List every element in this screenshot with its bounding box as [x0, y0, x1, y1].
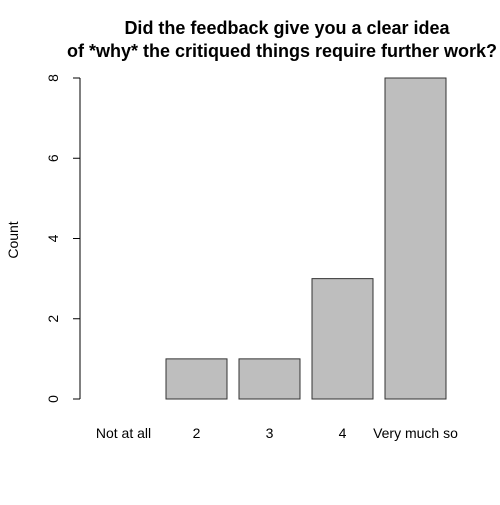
x-axis-labels: Not at all 2 3 4 Very much so	[96, 425, 458, 441]
y-tick-label: 4	[45, 234, 61, 242]
x-category-label: Not at all	[96, 425, 151, 441]
x-category-label: Very much so	[373, 425, 458, 441]
x-category-label: 3	[266, 425, 274, 441]
y-tick-label: 6	[45, 154, 61, 162]
y-axis-label: Count	[5, 221, 21, 258]
x-category-label: 4	[339, 425, 347, 441]
x-category-label: 2	[193, 425, 201, 441]
y-axis: 0 2 4 6 8	[45, 74, 81, 403]
y-tick-label: 2	[45, 315, 61, 323]
bar	[311, 278, 374, 400]
y-tick-label: 8	[45, 74, 61, 82]
bars	[165, 77, 447, 400]
y-tick-label: 0	[45, 395, 61, 403]
bar	[165, 358, 228, 400]
bar	[384, 77, 447, 400]
bar	[238, 358, 301, 400]
chart-title-line-2: of *why* the critiqued things require fu…	[67, 41, 497, 61]
chart-title-line-1: Did the feedback give you a clear idea	[124, 18, 450, 38]
